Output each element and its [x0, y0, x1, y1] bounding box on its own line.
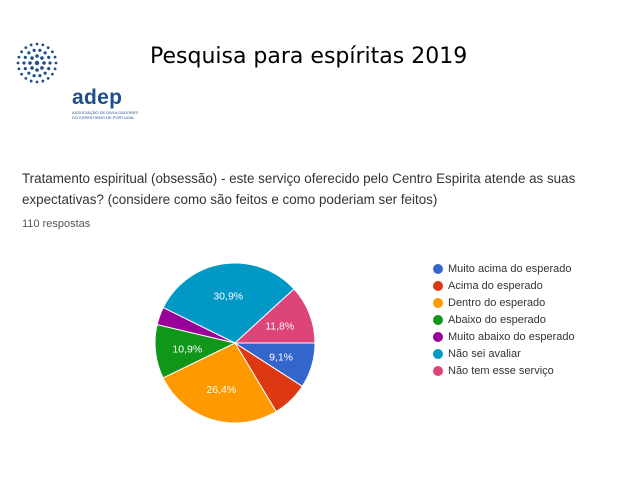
slice-data-label: 11,8%	[265, 321, 294, 333]
legend-swatch	[433, 297, 443, 308]
slide-title: Pesquisa para espíritas 2019	[150, 44, 468, 69]
pie-slice	[162, 342, 277, 424]
legend-swatch	[433, 348, 443, 359]
legend-label: Não tem esse serviço	[448, 364, 554, 377]
legend-label: Abaixo do esperado	[448, 313, 546, 326]
pie-slice	[233, 288, 316, 344]
pie-chart: 9,1% 26,4% 10,9% 30,9% 11,8%	[154, 262, 316, 424]
legend-label: Acima do esperado	[448, 279, 543, 292]
legend-swatch	[433, 263, 443, 274]
legend-item: Acima do esperado	[433, 277, 575, 294]
logo-dots-icon	[16, 42, 58, 84]
logo-name: adep	[72, 86, 123, 109]
legend-label: Dentro do esperado	[448, 296, 546, 309]
logo-subtitle: ASSOCIAÇÃO DE DIVULGADORES DO ESPIRITISM…	[72, 110, 139, 120]
legend-label: Muito acima do esperado	[448, 262, 572, 275]
legend-item: Não tem esse serviço	[433, 362, 575, 379]
pie-slice	[162, 262, 295, 344]
slice-data-label: 9,1%	[269, 352, 293, 364]
legend-swatch	[433, 331, 443, 342]
chart-legend: Muito acima do esperado Acima do esperado…	[433, 260, 575, 379]
legend-swatch	[433, 280, 443, 291]
legend-swatch	[433, 314, 443, 325]
legend-item: Abaixo do esperado	[433, 311, 575, 328]
legend-swatch	[433, 365, 443, 376]
slice-data-label: 10,9%	[172, 343, 202, 355]
adep-logo: adep ASSOCIAÇÃO DE DIVULGADORES DO ESPIR…	[14, 40, 138, 120]
legend-item: Muito acima do esperado	[433, 260, 575, 277]
legend-label: Não sei avaliar	[448, 347, 521, 360]
slice-data-label: 26,4%	[206, 384, 236, 396]
legend-label: Muito abaixo do esperado	[448, 330, 575, 343]
slice-data-label: 30,9%	[213, 290, 243, 302]
legend-item: Dentro do esperado	[433, 294, 575, 311]
legend-item: Não sei avaliar	[433, 345, 575, 362]
survey-question: Tratamento espiritual (obsessão) - este …	[22, 171, 576, 207]
legend-item: Muito abaixo do esperado	[433, 328, 575, 345]
response-count: 110 respostas	[22, 218, 91, 230]
